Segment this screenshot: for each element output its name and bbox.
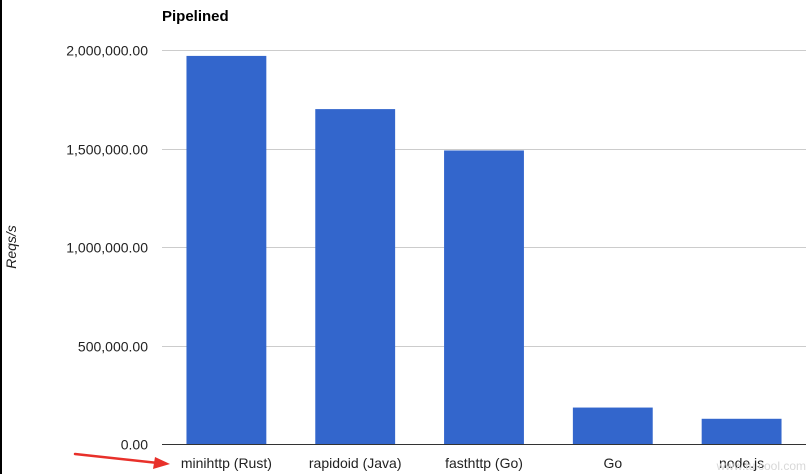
y-tick-label: 0.00: [121, 437, 148, 453]
watermark-text: www.tuicool.com: [716, 459, 806, 473]
bar: [444, 150, 524, 444]
y-tick-label: 500,000.00: [78, 339, 148, 355]
x-category-label: Go: [603, 455, 622, 471]
y-tick-label: 2,000,000.00: [66, 43, 148, 59]
chart-title: Pipelined: [162, 8, 229, 25]
annotation-arrow: [73, 452, 170, 469]
arrow-shaft: [73, 452, 160, 465]
y-tick-label: 1,500,000.00: [66, 142, 148, 158]
x-category-label: node.js: [719, 455, 764, 471]
y-axis-label: Reqs/s: [3, 225, 19, 269]
bar: [701, 418, 782, 444]
bar: [186, 55, 267, 444]
x-category-label: fasthttp (Go): [445, 455, 523, 471]
x-axis-categories: minihttp (Rust) rapidoid (Java) fasthttp (…: [181, 455, 764, 471]
y-axis-ticks: 0.00 500,000.00 1,000,000.00 1,500,000.00 2,…: [66, 43, 148, 453]
y-tick-label: 1,000,000.00: [66, 240, 148, 256]
bars: [186, 55, 782, 444]
bar: [572, 407, 653, 444]
x-category-label: minihttp (Rust): [181, 455, 272, 471]
bar: [315, 109, 396, 444]
x-category-label: rapidoid (Java): [309, 455, 402, 471]
arrow-head: [153, 457, 170, 469]
